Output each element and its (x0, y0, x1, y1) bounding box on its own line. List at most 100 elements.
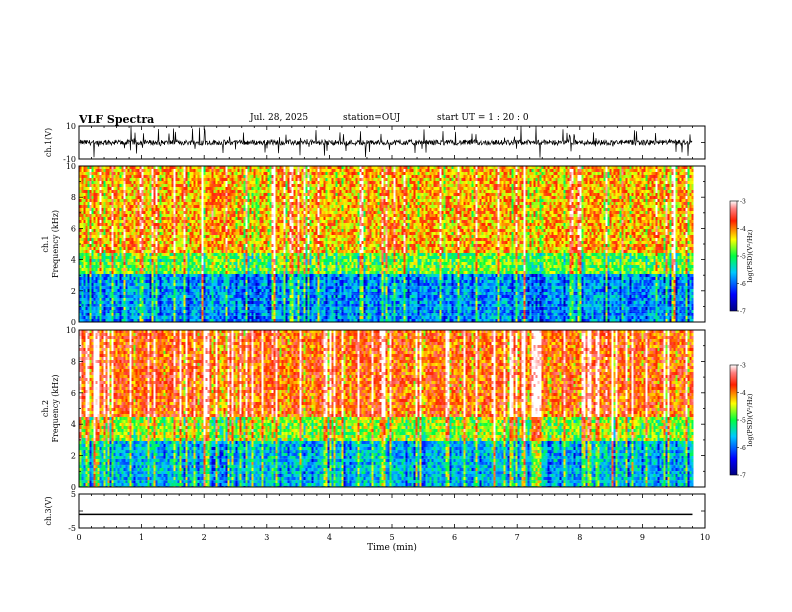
psd-cell (243, 280, 246, 283)
psd-cell (193, 256, 196, 259)
psd-cell (237, 262, 240, 265)
psd-cell (207, 235, 210, 238)
psd-cell (95, 235, 98, 238)
psd-cell (123, 208, 126, 211)
psd-cell (209, 253, 212, 256)
psd-cell (243, 199, 246, 202)
psd-cell (163, 229, 166, 232)
psd-cell (125, 298, 128, 301)
psd-cell (193, 295, 196, 298)
psd-cell (99, 286, 102, 289)
psd-cell (133, 217, 136, 220)
psd-cell (123, 217, 126, 220)
psd-cell (89, 256, 92, 259)
psd-cell (135, 223, 138, 226)
psd-cell (177, 271, 180, 274)
psd-cell (107, 310, 110, 313)
psd-cell (95, 205, 98, 208)
psd-cell (111, 166, 114, 169)
psd-cell (247, 250, 250, 253)
psd-cell (115, 244, 118, 247)
psd-cell (153, 262, 156, 265)
psd-cell (159, 253, 162, 256)
psd-cell (169, 250, 172, 253)
psd-cell (111, 223, 114, 226)
psd-cell (95, 253, 98, 256)
psd-cell (109, 238, 112, 241)
psd-cell (131, 184, 134, 187)
psd-cell (135, 304, 138, 307)
psd-cell (251, 211, 254, 214)
psd-cell (101, 313, 104, 316)
psd-cell (249, 319, 252, 322)
psd-cell (141, 169, 144, 172)
psd-cell (109, 292, 112, 295)
psd-cell (219, 319, 222, 322)
psd-cell (241, 301, 244, 304)
psd-cell (225, 199, 228, 202)
psd-cell (241, 229, 244, 232)
psd-cell (235, 184, 238, 187)
psd-cell (229, 220, 232, 223)
psd-cell (209, 310, 212, 313)
psd-cell (93, 280, 96, 283)
psd-cell (221, 199, 224, 202)
psd-cell (215, 220, 218, 223)
psd-cell (177, 178, 180, 181)
psd-cell (119, 289, 122, 292)
psd-cell (83, 172, 86, 175)
psd-cell (127, 187, 130, 190)
psd-cell (231, 238, 234, 241)
psd-cell (213, 268, 216, 271)
psd-cell (81, 259, 84, 262)
psd-cell (115, 268, 118, 271)
psd-cell (145, 190, 148, 193)
psd-cell (217, 238, 220, 241)
psd-cell (207, 172, 210, 175)
psd-cell (187, 280, 190, 283)
psd-cell (87, 181, 90, 184)
psd-cell (215, 247, 218, 250)
psd-cell (81, 166, 84, 169)
psd-cell (101, 175, 104, 178)
psd-cell (193, 178, 196, 181)
psd-cell (165, 187, 168, 190)
psd-cell (105, 190, 108, 193)
psd-cell (219, 238, 222, 241)
psd-cell (141, 283, 144, 286)
psd-cell (117, 271, 120, 274)
psd-cell (225, 289, 228, 292)
psd-cell (249, 229, 252, 232)
psd-cell (203, 259, 206, 262)
psd-cell (161, 316, 164, 319)
psd-cell (185, 256, 188, 259)
psd-cell (157, 319, 160, 322)
psd-cell (249, 217, 252, 220)
psd-cell (139, 193, 142, 196)
psd-cell (113, 184, 116, 187)
psd-cell (163, 205, 166, 208)
psd-cell (87, 184, 90, 187)
psd-cell (231, 295, 234, 298)
psd-cell (123, 223, 126, 226)
psd-cell (141, 178, 144, 181)
psd-cell (243, 202, 246, 205)
psd-cell (117, 280, 120, 283)
psd-cell (109, 298, 112, 301)
psd-cell (213, 214, 216, 217)
psd-cell (253, 274, 256, 277)
psd-cell (99, 211, 102, 214)
psd-cell (249, 310, 252, 313)
psd-cell (161, 208, 164, 211)
psd-cell (233, 250, 236, 253)
psd-cell (125, 319, 128, 322)
psd-cell (117, 184, 120, 187)
psd-cell (121, 175, 124, 178)
psd-cell (97, 235, 100, 238)
psd-cell (167, 217, 170, 220)
psd-cell (117, 244, 120, 247)
psd-cell (149, 277, 152, 280)
psd-cell (105, 184, 108, 187)
psd-cell (235, 301, 238, 304)
psd-cell (179, 250, 182, 253)
